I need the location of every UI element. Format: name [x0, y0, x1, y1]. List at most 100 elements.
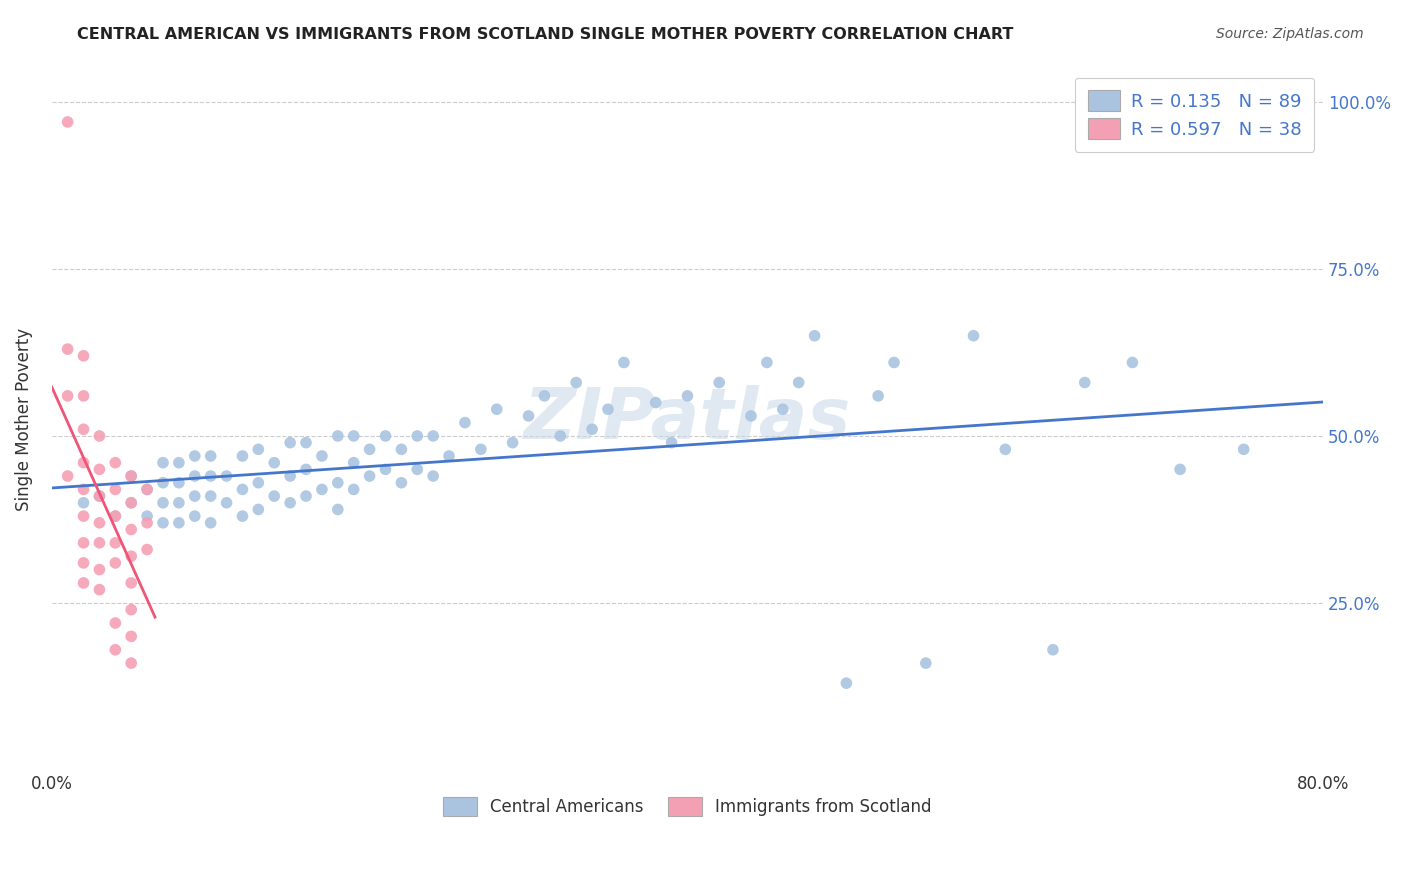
Point	[1168, 462, 1191, 476]
Point	[1233, 442, 1256, 457]
Point	[1074, 376, 1097, 390]
Point	[740, 409, 762, 423]
Point	[152, 456, 174, 470]
Point	[104, 456, 127, 470]
Point	[389, 442, 412, 457]
Point	[835, 676, 858, 690]
Point	[374, 462, 396, 476]
Point	[104, 536, 127, 550]
Point	[389, 475, 412, 490]
Point	[343, 456, 366, 470]
Point	[120, 469, 142, 483]
Point	[120, 656, 142, 670]
Point	[167, 456, 190, 470]
Point	[311, 449, 333, 463]
Point	[104, 483, 127, 497]
Point	[533, 389, 555, 403]
Point	[89, 582, 111, 597]
Point	[72, 349, 94, 363]
Point	[72, 536, 94, 550]
Point	[755, 355, 778, 369]
Point	[772, 402, 794, 417]
Point	[437, 449, 460, 463]
Point	[120, 549, 142, 564]
Point	[803, 328, 825, 343]
Point	[644, 395, 666, 409]
Point	[136, 509, 159, 524]
Point	[89, 462, 111, 476]
Point	[200, 516, 222, 530]
Point	[56, 115, 79, 129]
Point	[104, 509, 127, 524]
Point	[883, 355, 905, 369]
Point	[120, 629, 142, 643]
Point	[454, 416, 477, 430]
Point	[914, 656, 936, 670]
Point	[613, 355, 636, 369]
Point	[167, 475, 190, 490]
Point	[502, 435, 524, 450]
Point	[343, 429, 366, 443]
Point	[295, 435, 318, 450]
Point	[72, 509, 94, 524]
Point	[311, 483, 333, 497]
Point	[104, 556, 127, 570]
Point	[167, 496, 190, 510]
Point	[104, 615, 127, 630]
Point	[1042, 642, 1064, 657]
Point	[994, 442, 1017, 457]
Point	[550, 429, 572, 443]
Point	[517, 409, 540, 423]
Point	[247, 502, 270, 516]
Point	[56, 469, 79, 483]
Point	[56, 342, 79, 356]
Point	[120, 496, 142, 510]
Point	[200, 489, 222, 503]
Point	[343, 483, 366, 497]
Point	[581, 422, 603, 436]
Point	[104, 509, 127, 524]
Point	[263, 456, 285, 470]
Point	[184, 469, 207, 483]
Point	[359, 442, 381, 457]
Point	[326, 502, 349, 516]
Point	[120, 469, 142, 483]
Text: ZIPatlas: ZIPatlas	[524, 384, 851, 454]
Point	[422, 469, 444, 483]
Point	[200, 449, 222, 463]
Point	[295, 489, 318, 503]
Point	[89, 536, 111, 550]
Point	[231, 509, 253, 524]
Point	[72, 496, 94, 510]
Point	[89, 489, 111, 503]
Y-axis label: Single Mother Poverty: Single Mother Poverty	[15, 327, 32, 511]
Point	[295, 462, 318, 476]
Point	[278, 435, 301, 450]
Legend: Central Americans, Immigrants from Scotland: Central Americans, Immigrants from Scotl…	[434, 789, 941, 825]
Point	[120, 576, 142, 591]
Point	[56, 389, 79, 403]
Point	[263, 489, 285, 503]
Point	[72, 389, 94, 403]
Point	[676, 389, 699, 403]
Point	[72, 483, 94, 497]
Point	[359, 469, 381, 483]
Point	[136, 516, 159, 530]
Point	[136, 542, 159, 557]
Point	[278, 469, 301, 483]
Point	[104, 642, 127, 657]
Point	[326, 429, 349, 443]
Point	[962, 328, 984, 343]
Point	[184, 449, 207, 463]
Point	[278, 496, 301, 510]
Point	[422, 429, 444, 443]
Point	[406, 429, 429, 443]
Point	[215, 496, 238, 510]
Point	[152, 496, 174, 510]
Point	[152, 475, 174, 490]
Point	[868, 389, 890, 403]
Point	[184, 509, 207, 524]
Point	[120, 496, 142, 510]
Point	[596, 402, 619, 417]
Point	[787, 376, 810, 390]
